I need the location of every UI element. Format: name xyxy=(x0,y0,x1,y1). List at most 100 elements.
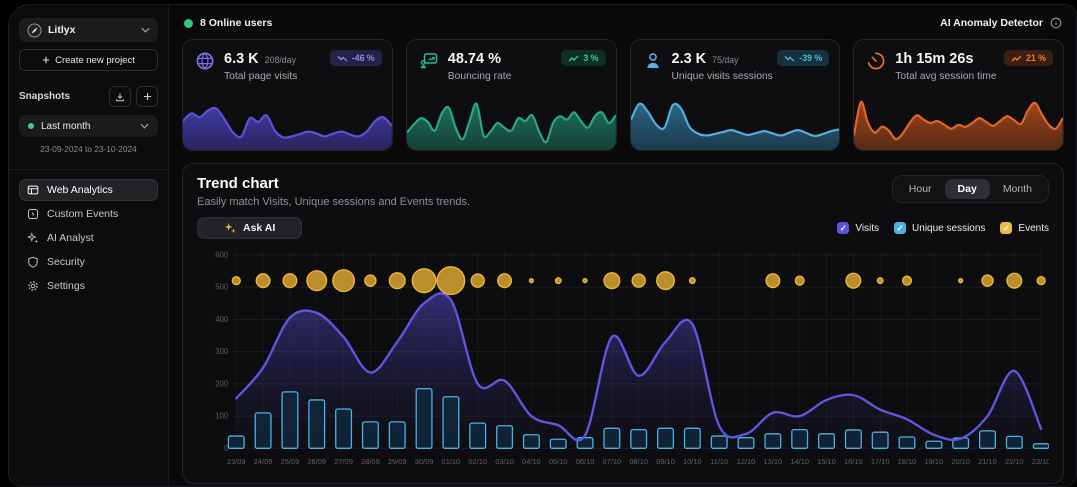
trend-chart-subtitle: Easily match Visits, Unique sessions and… xyxy=(197,196,470,208)
sidebar-item-label: Settings xyxy=(47,280,85,292)
sidebar-item-custom-events[interactable]: Custom Events xyxy=(19,203,158,225)
stat-card-unique-sessions: 2.3 K 75/day Unique visits sessions -39 … xyxy=(630,39,841,151)
trend-chart-title: Trend chart xyxy=(197,175,470,192)
bounce-rate-icon xyxy=(419,51,439,71)
snapshot-date-range: 23-09-2024 to 23-10-2024 xyxy=(19,144,158,154)
green-status-dot xyxy=(28,123,34,129)
chevron-down-icon xyxy=(141,27,150,33)
create-project-button[interactable]: Create new project xyxy=(19,49,158,71)
trend-chart[interactable]: 010020030040050060023/0924/0925/0926/092… xyxy=(197,245,1049,472)
info-icon[interactable] xyxy=(1050,17,1062,29)
legend-unique-sessions[interactable]: ✓ Unique sessions xyxy=(894,222,985,234)
project-name: Litlyx xyxy=(48,24,135,36)
sidebar-item-label: Web Analytics xyxy=(47,184,113,196)
user-icon xyxy=(643,51,663,71)
gear-icon xyxy=(27,280,39,292)
range-tabs: Hour Day Month xyxy=(892,175,1049,203)
svg-text:04/10: 04/10 xyxy=(522,457,541,466)
ai-anomaly-detector: AI Anomaly Detector xyxy=(933,17,1062,29)
stat-label: Bouncing rate xyxy=(448,71,512,82)
tab-hour[interactable]: Hour xyxy=(896,179,945,199)
legend-events[interactable]: ✓ Events xyxy=(1000,222,1049,234)
ask-ai-label: Ask AI xyxy=(243,222,275,234)
svg-text:28/09: 28/09 xyxy=(361,457,380,466)
download-icon xyxy=(115,92,125,102)
svg-text:500: 500 xyxy=(215,283,229,292)
tab-day[interactable]: Day xyxy=(945,179,990,199)
svg-text:07/10: 07/10 xyxy=(603,457,622,466)
sidebar-item-settings[interactable]: Settings xyxy=(19,275,158,297)
snapshot-download-button[interactable] xyxy=(109,86,131,107)
sparkline-chart xyxy=(854,94,1063,150)
stat-value: 1h 15m 26s xyxy=(895,51,973,67)
checkbox-checked-icon: ✓ xyxy=(837,222,849,234)
snapshot-selected-label: Last month xyxy=(41,121,133,132)
svg-text:19/10: 19/10 xyxy=(925,457,944,466)
svg-text:12/10: 12/10 xyxy=(737,457,756,466)
svg-text:13/10: 13/10 xyxy=(764,457,783,466)
svg-text:23/09: 23/09 xyxy=(227,457,246,466)
sidebar-item-security[interactable]: Security xyxy=(19,251,158,273)
tab-month[interactable]: Month xyxy=(990,179,1045,199)
snapshots-label: Snapshots xyxy=(19,91,104,102)
online-users-status: 8 Online users xyxy=(184,17,272,29)
shield-icon xyxy=(27,256,39,268)
checkbox-checked-icon: ✓ xyxy=(894,222,906,234)
stat-label: Unique visits sessions xyxy=(672,71,773,82)
sidebar-item-ai-analyst[interactable]: AI Analyst xyxy=(19,227,158,249)
legend-visits[interactable]: ✓ Visits xyxy=(837,222,879,234)
stat-value: 48.74 % xyxy=(448,51,501,67)
create-project-label: Create new project xyxy=(55,55,135,66)
app-window: Litlyx Create new project Snapshots xyxy=(8,4,1077,487)
online-users-label: 8 Online users xyxy=(200,17,272,29)
svg-text:25/09: 25/09 xyxy=(281,457,300,466)
trend-down-icon xyxy=(337,54,348,63)
svg-text:24/09: 24/09 xyxy=(254,457,273,466)
svg-text:10/10: 10/10 xyxy=(683,457,702,466)
svg-text:100: 100 xyxy=(215,412,229,421)
ask-ai-button[interactable]: Ask AI xyxy=(197,217,302,239)
trend-badge: -39 % xyxy=(777,50,829,66)
stat-card-avg-session-time: 1h 15m 26s Total avg session time 21 % xyxy=(853,39,1064,151)
svg-text:18/10: 18/10 xyxy=(898,457,917,466)
svg-text:01/10: 01/10 xyxy=(442,457,461,466)
stat-value: 6.3 K xyxy=(224,51,259,67)
sparkline-chart xyxy=(631,94,840,150)
trend-up-icon xyxy=(568,54,579,63)
plus-icon xyxy=(143,92,152,101)
sidebar-item-label: Custom Events xyxy=(47,208,118,220)
ai-sparkle-icon xyxy=(224,222,236,234)
svg-text:22/10: 22/10 xyxy=(1005,457,1024,466)
svg-text:15/10: 15/10 xyxy=(817,457,836,466)
stat-label: Total page visits xyxy=(224,71,297,82)
svg-text:400: 400 xyxy=(215,315,229,324)
timer-icon xyxy=(866,51,886,71)
sparkline-chart xyxy=(183,94,392,150)
stat-cards-row: 6.3 K 208/day Total page visits -46 % xyxy=(182,39,1064,151)
stat-per-day: 75/day xyxy=(712,55,738,65)
trend-down-icon xyxy=(784,54,795,63)
sparkline-chart xyxy=(407,94,616,150)
chart-legend: ✓ Visits ✓ Unique sessions ✓ Events xyxy=(837,222,1049,234)
svg-text:06/10: 06/10 xyxy=(576,457,595,466)
trend-chart-panel: Trend chart Easily match Visits, Unique … xyxy=(182,163,1064,484)
svg-text:09/10: 09/10 xyxy=(656,457,675,466)
snapshot-add-button[interactable] xyxy=(136,86,158,107)
stat-value: 2.3 K xyxy=(672,51,707,67)
svg-text:300: 300 xyxy=(215,347,229,356)
stat-card-total-page-visits: 6.3 K 208/day Total page visits -46 % xyxy=(182,39,393,151)
sidebar-item-web-analytics[interactable]: Web Analytics xyxy=(19,179,158,201)
stat-card-bouncing-rate: 48.74 % Bouncing rate 3 % xyxy=(406,39,617,151)
plus-icon xyxy=(42,56,50,64)
trend-badge: 3 % xyxy=(561,50,605,66)
stat-per-day: 208/day xyxy=(265,55,296,65)
svg-text:11/10: 11/10 xyxy=(710,457,728,466)
svg-text:03/10: 03/10 xyxy=(495,457,514,466)
main-content: 8 Online users AI Anomaly Detector xyxy=(169,5,1076,486)
snapshot-range-select[interactable]: Last month xyxy=(19,115,158,137)
online-status-dot xyxy=(184,19,193,28)
chevron-down-icon xyxy=(140,123,149,129)
svg-text:30/09: 30/09 xyxy=(415,457,434,466)
project-selector[interactable]: Litlyx xyxy=(19,18,158,42)
anomaly-detector-label: AI Anomaly Detector xyxy=(940,17,1043,29)
